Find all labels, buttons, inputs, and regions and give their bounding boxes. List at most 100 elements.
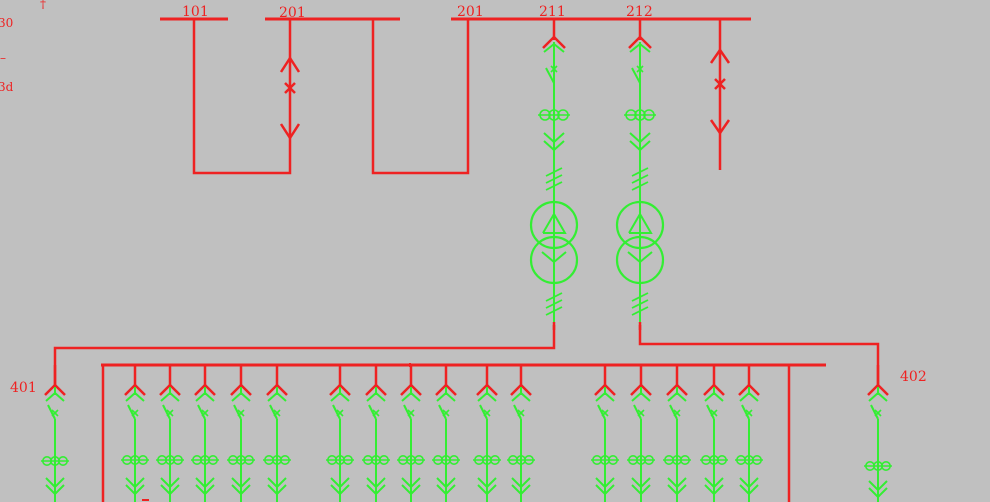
current-transformer-hash-icon: [545, 306, 563, 316]
ground-symbol-icon: [595, 484, 615, 496]
edge-fragment-top: †: [40, 0, 46, 11]
current-transformer-hash-icon: [631, 181, 649, 191]
feeder-column[interactable]: [735, 365, 763, 502]
ground-symbol-icon: [160, 477, 180, 489]
ground-symbol-icon: [195, 484, 215, 496]
ground-symbol-icon: [125, 484, 145, 496]
ground-symbol-icon: [401, 477, 421, 489]
current-transformer-hash-icon: [631, 292, 649, 302]
ground-symbol-icon: [231, 484, 251, 496]
label-feeder-211: 211: [539, 4, 566, 20]
feeder-column[interactable]: [121, 365, 149, 502]
disconnect-switch-icon: [127, 404, 136, 420]
tie-line-101-201[interactable]: [192, 19, 292, 175]
disconnect-switch-icon: [597, 404, 606, 420]
feeder-column[interactable]: [227, 365, 255, 502]
current-transformer-hash-icon: [631, 174, 649, 184]
label-bus-201-left: 201: [279, 5, 306, 21]
ground-symbol-icon: [511, 477, 531, 489]
breaker-x-icon: [637, 409, 645, 417]
plug-chevron-icon: [194, 383, 216, 396]
breaker-x-icon: [201, 409, 209, 417]
disconnect-switch-icon: [741, 404, 750, 420]
plug-chevron-icon: [365, 383, 387, 396]
transformer-primary-winding-icon: [615, 200, 665, 250]
ground-symbol-icon: [231, 477, 251, 489]
ground-symbol-icon: [366, 477, 386, 489]
breaker-201-icon[interactable]: [279, 55, 301, 141]
current-transformer-hash-icon: [545, 181, 563, 191]
ground-symbol-icon: [739, 477, 759, 489]
ground-symbol-icon: [401, 484, 421, 496]
feeder-column[interactable]: [326, 365, 354, 502]
feeder-column[interactable]: [507, 365, 535, 502]
feeder-column[interactable]: [397, 365, 425, 502]
feeder-column[interactable]: [41, 365, 69, 502]
transformer-bay-212[interactable]: [615, 19, 665, 330]
feeder-column[interactable]: [156, 365, 184, 502]
plug-chevron-icon: [511, 391, 531, 402]
ground-symbol-icon: [477, 477, 497, 489]
plug-chevron-icon: [477, 391, 497, 402]
delta-winding-icon: [628, 212, 653, 234]
breaker-x-icon: [131, 409, 139, 417]
plug-chevron-icon: [44, 383, 66, 396]
breaker-right-icon[interactable]: [709, 47, 731, 136]
ground-symbol-icon: [267, 484, 287, 496]
plug-chevron-icon: [739, 391, 759, 402]
plug-chevron-icon: [867, 383, 889, 396]
plug-chevron-icon: [401, 391, 421, 402]
feeder-column[interactable]: [627, 365, 655, 502]
breaker-x-icon: [601, 409, 609, 417]
plug-chevron-icon: [435, 383, 457, 396]
plug-chevron-icon: [594, 383, 616, 396]
plug-chevron-icon: [476, 383, 498, 396]
ground-symbol-icon: [595, 477, 615, 489]
plug-chevron-icon: [436, 391, 456, 402]
breaker-x-icon: [745, 409, 753, 417]
plug-chevron-icon: [704, 391, 724, 402]
feeder-column[interactable]: [663, 365, 691, 502]
ground-symbol-icon: [511, 484, 531, 496]
plug-chevron-icon: [230, 383, 252, 396]
feeder-column[interactable]: [362, 365, 390, 502]
transformer-bay-211[interactable]: [529, 19, 579, 330]
plug-chevron-icon: [738, 383, 760, 396]
plug-chevron-icon: [703, 383, 725, 396]
current-transformer-hash-icon: [631, 306, 649, 316]
current-transformer-hash-icon: [631, 167, 649, 177]
current-transformer-hash-icon: [545, 292, 563, 302]
feeder-column[interactable]: [191, 365, 219, 502]
ground-symbol-icon: [868, 480, 888, 492]
disconnect-switch-icon: [513, 404, 522, 420]
plug-chevron-icon: [125, 391, 145, 402]
ground-symbol-icon: [868, 487, 888, 499]
breaker-x-icon: [710, 409, 718, 417]
ground-symbol-icon: [436, 484, 456, 496]
lv-link-401[interactable]: [53, 325, 556, 385]
edge-fragment-upper: 30: [0, 16, 13, 30]
feeder-column[interactable]: [864, 365, 892, 502]
tie-line-201-201[interactable]: [371, 19, 470, 175]
breaker-x-icon: [372, 409, 380, 417]
feeder-column[interactable]: [432, 365, 460, 502]
ground-symbol-icon: [436, 477, 456, 489]
lv-link-402[interactable]: [638, 325, 880, 385]
transformer-primary-winding-icon: [529, 200, 579, 250]
current-transformer-hash-icon: [545, 167, 563, 177]
plug-chevron-icon: [267, 391, 287, 402]
feeder-column[interactable]: [591, 365, 619, 502]
feeder-column[interactable]: [263, 365, 291, 502]
breaker-x-icon: [273, 409, 281, 417]
disconnect-switch-icon: [233, 404, 242, 420]
lv-section: [53, 325, 880, 502]
disconnect-switch-icon: [162, 404, 171, 420]
ground-symbol-icon: [543, 132, 565, 144]
feeder-column[interactable]: [473, 365, 501, 502]
disconnect-switch-icon: [479, 404, 488, 420]
ground-symbol-icon: [704, 484, 724, 496]
plug-chevron-icon: [868, 391, 888, 402]
disconnect-switch-icon: [669, 404, 678, 420]
feeder-column[interactable]: [700, 365, 728, 502]
